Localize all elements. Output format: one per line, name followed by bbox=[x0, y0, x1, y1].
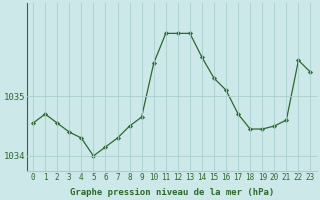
X-axis label: Graphe pression niveau de la mer (hPa): Graphe pression niveau de la mer (hPa) bbox=[70, 188, 274, 197]
